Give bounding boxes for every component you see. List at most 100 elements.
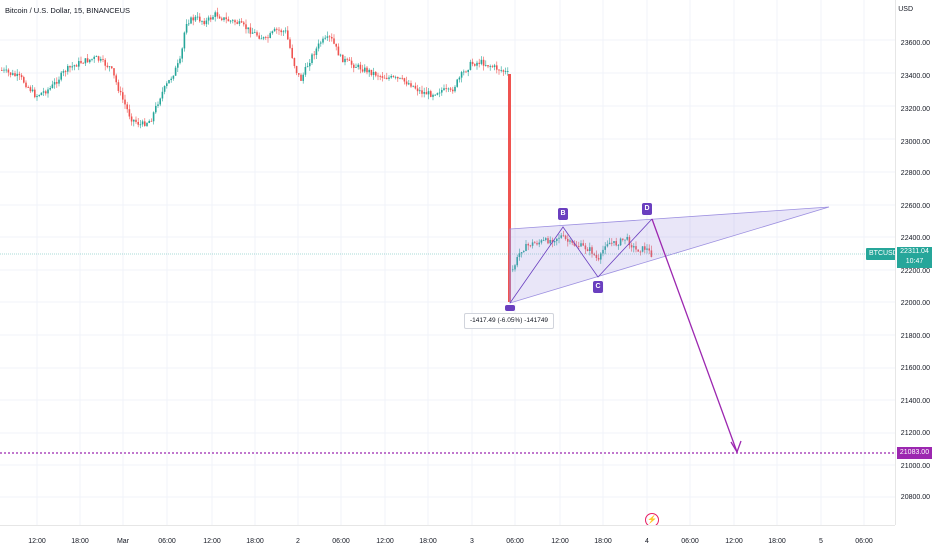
candle-body <box>423 92 425 94</box>
candle-body <box>346 58 348 60</box>
candle-body <box>359 64 362 70</box>
candle-body <box>449 88 452 90</box>
candle-body <box>185 24 188 33</box>
candle-body <box>608 242 611 245</box>
candle-body <box>12 73 14 75</box>
price-tick: 23600.00 <box>900 40 930 47</box>
candle-body <box>214 12 216 17</box>
candle-body <box>47 89 49 94</box>
candle-body <box>372 72 375 75</box>
candle-body <box>29 87 32 92</box>
candle-body <box>141 121 144 125</box>
candle-body <box>580 243 582 247</box>
candle-body <box>534 242 536 244</box>
candle-body <box>218 16 221 19</box>
candle-body <box>27 87 29 88</box>
candle-body <box>7 69 10 73</box>
candle-body <box>551 239 554 243</box>
price-tick: 20800.00 <box>900 494 930 501</box>
triangle-pattern[interactable] <box>509 206 830 304</box>
candle-body <box>60 72 62 80</box>
candle-body <box>648 248 650 251</box>
candle-body <box>31 89 34 92</box>
candle-body <box>633 246 635 248</box>
candle-body <box>155 105 157 113</box>
candle-body <box>269 33 271 38</box>
candle-body <box>159 98 161 105</box>
candle-body <box>416 88 419 92</box>
time-tick: 06:00 <box>855 538 873 545</box>
candle-body <box>221 18 223 20</box>
candle-body <box>216 12 219 17</box>
candle-body <box>403 78 406 82</box>
candle-body <box>150 120 153 122</box>
candle-body <box>23 77 25 83</box>
candle-body <box>540 240 543 243</box>
candle-body <box>591 247 593 254</box>
candle-body <box>523 251 525 253</box>
current-price-value: 22311.04 <box>900 248 929 255</box>
candle-body <box>427 91 430 95</box>
candle-body <box>196 16 199 18</box>
candle-body <box>573 242 576 246</box>
time-tick: Mar <box>116 538 130 545</box>
time-tick: 18:00 <box>246 538 264 545</box>
ticker-badge: BTCUSD <box>866 248 895 260</box>
candle-body <box>452 89 454 92</box>
candle-body <box>602 249 604 254</box>
price-tick: 21600.00 <box>900 365 930 372</box>
time-tick: 18:00 <box>419 538 437 545</box>
candle-body <box>364 67 366 72</box>
candle-body <box>328 36 331 38</box>
candle-body <box>203 20 205 25</box>
lightning-icon[interactable]: ⚡ <box>645 513 659 525</box>
candle-body <box>516 257 518 266</box>
candle-body <box>538 242 540 245</box>
time-axis[interactable]: 12:00 18:00 Mar 06:00 12:00 18:00 2 06:0… <box>0 525 895 551</box>
candle-body <box>124 99 126 105</box>
candle-body <box>463 71 465 73</box>
price-tick: 21000.00 <box>900 463 930 470</box>
candle-body <box>227 19 230 22</box>
candle-body <box>432 94 434 97</box>
candle-body <box>183 32 186 49</box>
candle-body <box>606 244 609 247</box>
symbol-title[interactable]: Bitcoin / U.S. Dollar, 15, BINANCEUS <box>5 6 131 15</box>
abcd-pattern[interactable] <box>509 218 653 304</box>
candle-body <box>476 62 478 66</box>
candle-body <box>460 72 463 78</box>
candle-body <box>236 22 238 24</box>
candle-body <box>474 64 476 66</box>
candle-body <box>487 65 489 67</box>
candle-body <box>199 16 201 22</box>
candle-body <box>113 68 115 76</box>
candle-body <box>390 75 392 78</box>
candle-body <box>1 70 3 71</box>
candle-body <box>520 252 523 254</box>
chart-area[interactable]: Bitcoin / U.S. Dollar, 15, BINANCEUS B C… <box>0 0 895 525</box>
projection-arrow[interactable] <box>651 218 738 453</box>
candle-body <box>441 90 443 93</box>
candle-body <box>383 77 386 79</box>
target-price-badge: 21083.00 <box>897 447 932 459</box>
candle-body <box>108 66 111 68</box>
candle-body <box>508 74 511 302</box>
candle-body <box>256 32 258 36</box>
candle-body <box>361 69 364 72</box>
price-chart[interactable] <box>0 0 895 525</box>
candle-body <box>271 31 274 34</box>
candle-body <box>564 235 567 239</box>
candle-body <box>436 93 439 95</box>
candle-body <box>157 104 159 106</box>
candle-body <box>355 67 357 68</box>
candle-body <box>317 43 320 49</box>
time-tick: 4 <box>645 538 649 545</box>
price-tick: 22400.00 <box>900 235 930 242</box>
candle-body <box>480 59 483 64</box>
candle-body <box>322 38 324 43</box>
candle-body <box>89 59 91 63</box>
candle-body <box>399 77 401 79</box>
time-tick: 18:00 <box>71 538 89 545</box>
candle-body <box>500 70 502 72</box>
candle-body <box>644 246 646 250</box>
